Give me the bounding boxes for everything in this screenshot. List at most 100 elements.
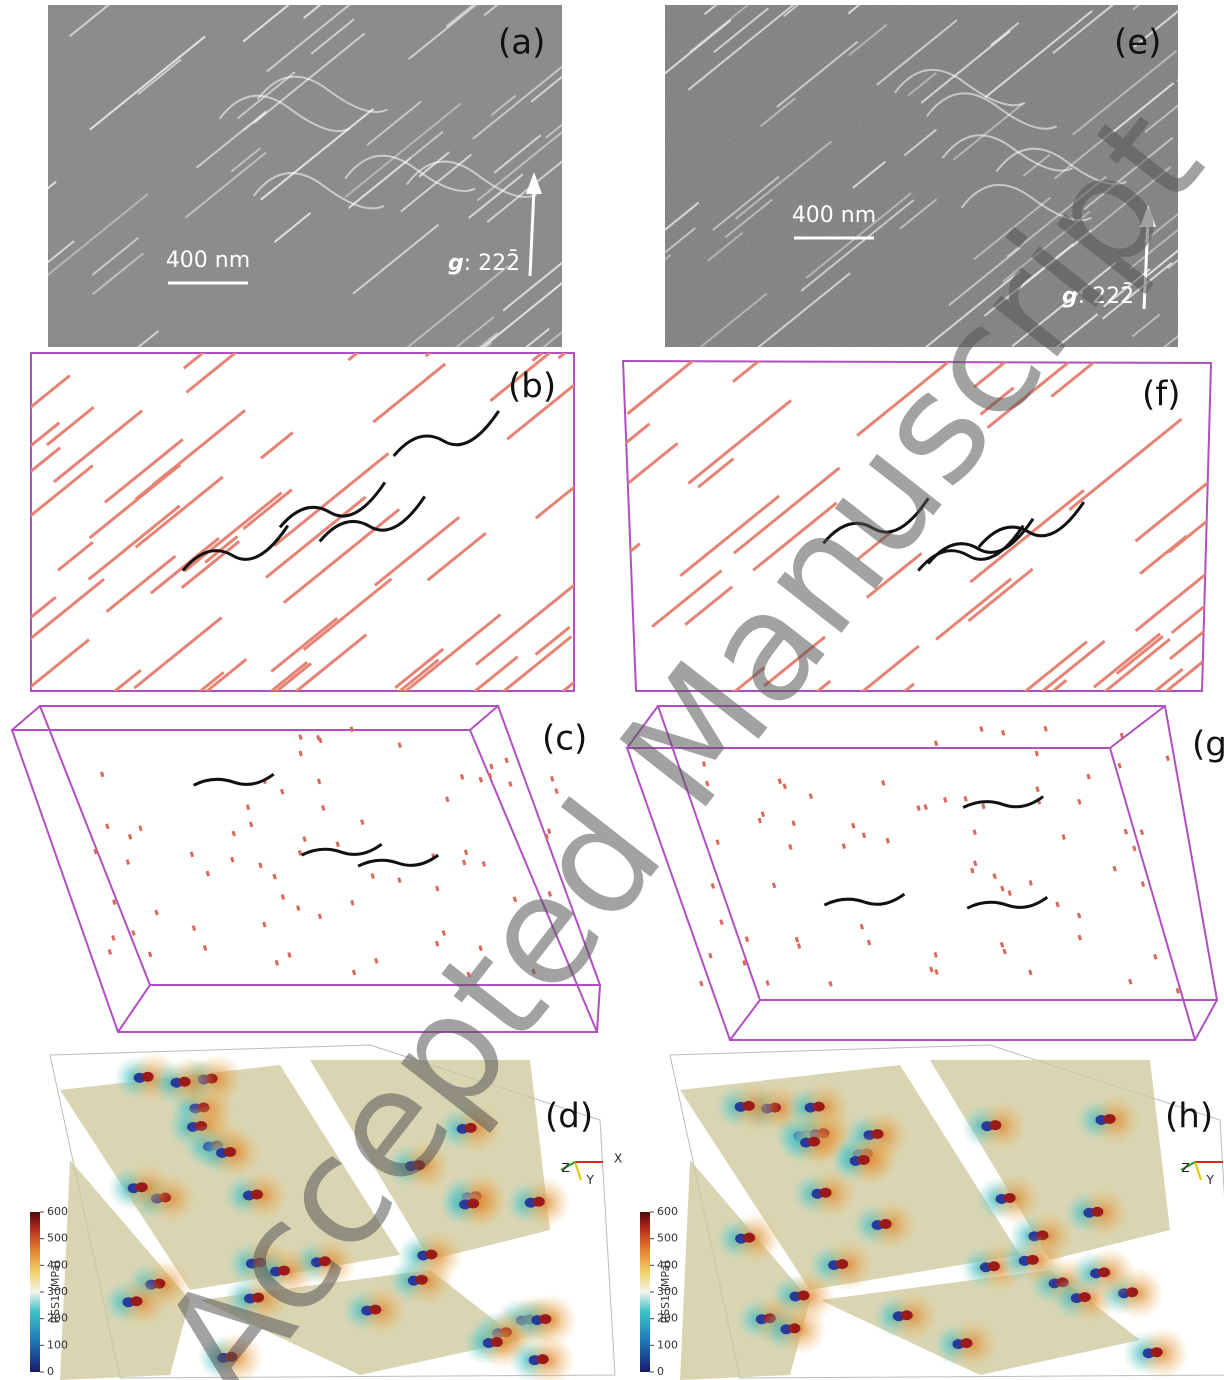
dislocation-end: [798, 944, 800, 949]
dislocation-core: [1104, 1114, 1116, 1124]
dislocation-end: [1142, 882, 1144, 887]
dislocation-end: [114, 900, 116, 905]
dislocation-end: [318, 779, 320, 784]
dislocation-segment: [568, 310, 658, 383]
dislocation-end: [1114, 866, 1116, 871]
dislocation-end: [140, 826, 142, 831]
dislocation-end: [372, 874, 374, 879]
dislocation-segment: [834, 799, 922, 870]
dislocation-end: [974, 830, 976, 835]
dislocation-end: [489, 773, 491, 778]
g-symbol: g: [448, 251, 464, 276]
dislocation-end: [853, 823, 855, 828]
dislocation-core: [467, 1198, 479, 1208]
dislocation-core: [491, 1337, 503, 1347]
dislocation-segment: [153, 410, 245, 485]
dislocation-junction: [394, 411, 499, 456]
dislocation-core: [901, 1310, 913, 1320]
dislocation-end: [480, 777, 482, 782]
dislocation-end: [830, 981, 832, 986]
dislocation-end: [965, 796, 967, 801]
dislocation-end: [1037, 787, 1039, 792]
dislocation-end: [320, 738, 322, 743]
axis-label: Z: [1182, 1161, 1190, 1175]
dislocation-end: [931, 967, 933, 972]
dislocation-end: [810, 794, 812, 799]
dislocation-core: [988, 1261, 1000, 1271]
dislocation-junction: [183, 526, 288, 571]
dislocation-end: [300, 735, 302, 740]
dislocation-segment: [54, 411, 142, 482]
dislocation-core: [1027, 1255, 1039, 1265]
colorbar: [640, 1212, 650, 1372]
dislocation-core: [880, 1219, 892, 1229]
dislocation-end: [353, 970, 355, 975]
dislocation-end: [1130, 979, 1132, 984]
dislocation-end: [461, 774, 463, 779]
dislocation-segment: [30, 465, 93, 516]
dislocation-segment: [58, 542, 93, 570]
dislocation-end: [113, 935, 115, 940]
dislocation-line: [5, 23, 36, 48]
dislocation-segment: [849, 700, 937, 771]
dislocation-core: [425, 1249, 437, 1259]
dislocation-junction: [194, 774, 274, 785]
dislocation-segment: [985, 642, 1087, 724]
colorbar-tick-label: 500: [657, 1232, 678, 1245]
dislocation-end: [1002, 886, 1004, 891]
dislocation-junction: [302, 844, 382, 855]
dislocation-segment: [1069, 639, 1170, 720]
dislocation-end: [767, 980, 769, 985]
panel-label: (d): [545, 1097, 593, 1137]
dislocation-end: [191, 852, 193, 857]
dislocation-segment: [468, 637, 571, 720]
dislocation-line: [3, 137, 41, 167]
dislocation-segment: [0, 375, 70, 435]
dislocation-junction: [963, 797, 1043, 808]
dislocation-segment: [375, 517, 459, 585]
dislocation-end: [759, 818, 761, 823]
panel-label: (b): [508, 367, 556, 407]
dislocation-end: [399, 878, 401, 883]
dislocation-end: [925, 805, 927, 810]
dislocation-junction: [280, 482, 385, 527]
dislocation-segment: [1220, 330, 1224, 397]
dislocation-end: [883, 780, 885, 785]
box-edge: [470, 706, 498, 730]
dislocation-end: [133, 930, 135, 935]
dislocation-end: [436, 886, 438, 891]
dislocation-core: [537, 1354, 549, 1364]
dislocation-segment: [1140, 536, 1187, 574]
box-edge: [730, 1000, 760, 1040]
dislocation-end: [1004, 949, 1006, 954]
dislocation-end: [149, 952, 151, 957]
dislocation-end: [264, 922, 266, 927]
dislocation-line: [581, 183, 637, 228]
dislocation-line: [1183, 248, 1224, 322]
dislocation-junction: [320, 496, 425, 541]
dislocation-end: [193, 926, 195, 931]
axis-label: Y: [1206, 1173, 1215, 1187]
dislocation-line: [607, 300, 642, 328]
dislocation-end: [796, 937, 798, 942]
dislocation-line: [578, 52, 636, 99]
dislocation-end: [974, 861, 976, 866]
dislocation-core: [858, 1155, 870, 1165]
dislocation-end: [129, 834, 131, 839]
dislocation-end: [744, 960, 746, 965]
dislocation-end: [1141, 830, 1143, 835]
colorbar: [30, 1212, 40, 1372]
dislocation-core: [797, 1290, 809, 1300]
stress-field: [670, 1045, 1224, 1380]
panel-label: (h): [1165, 1097, 1213, 1137]
dislocation-end: [1001, 942, 1003, 947]
dislocation-segment: [1210, 783, 1224, 869]
dislocation-end: [721, 920, 723, 925]
dislocation-end: [1078, 913, 1080, 918]
dislocation-end: [232, 857, 234, 862]
dislocation-end: [156, 910, 158, 915]
dislocation-core: [989, 1120, 1001, 1130]
dislocation-end: [323, 805, 325, 810]
dislocation-end: [337, 842, 339, 847]
dislocation-segment: [536, 450, 621, 518]
